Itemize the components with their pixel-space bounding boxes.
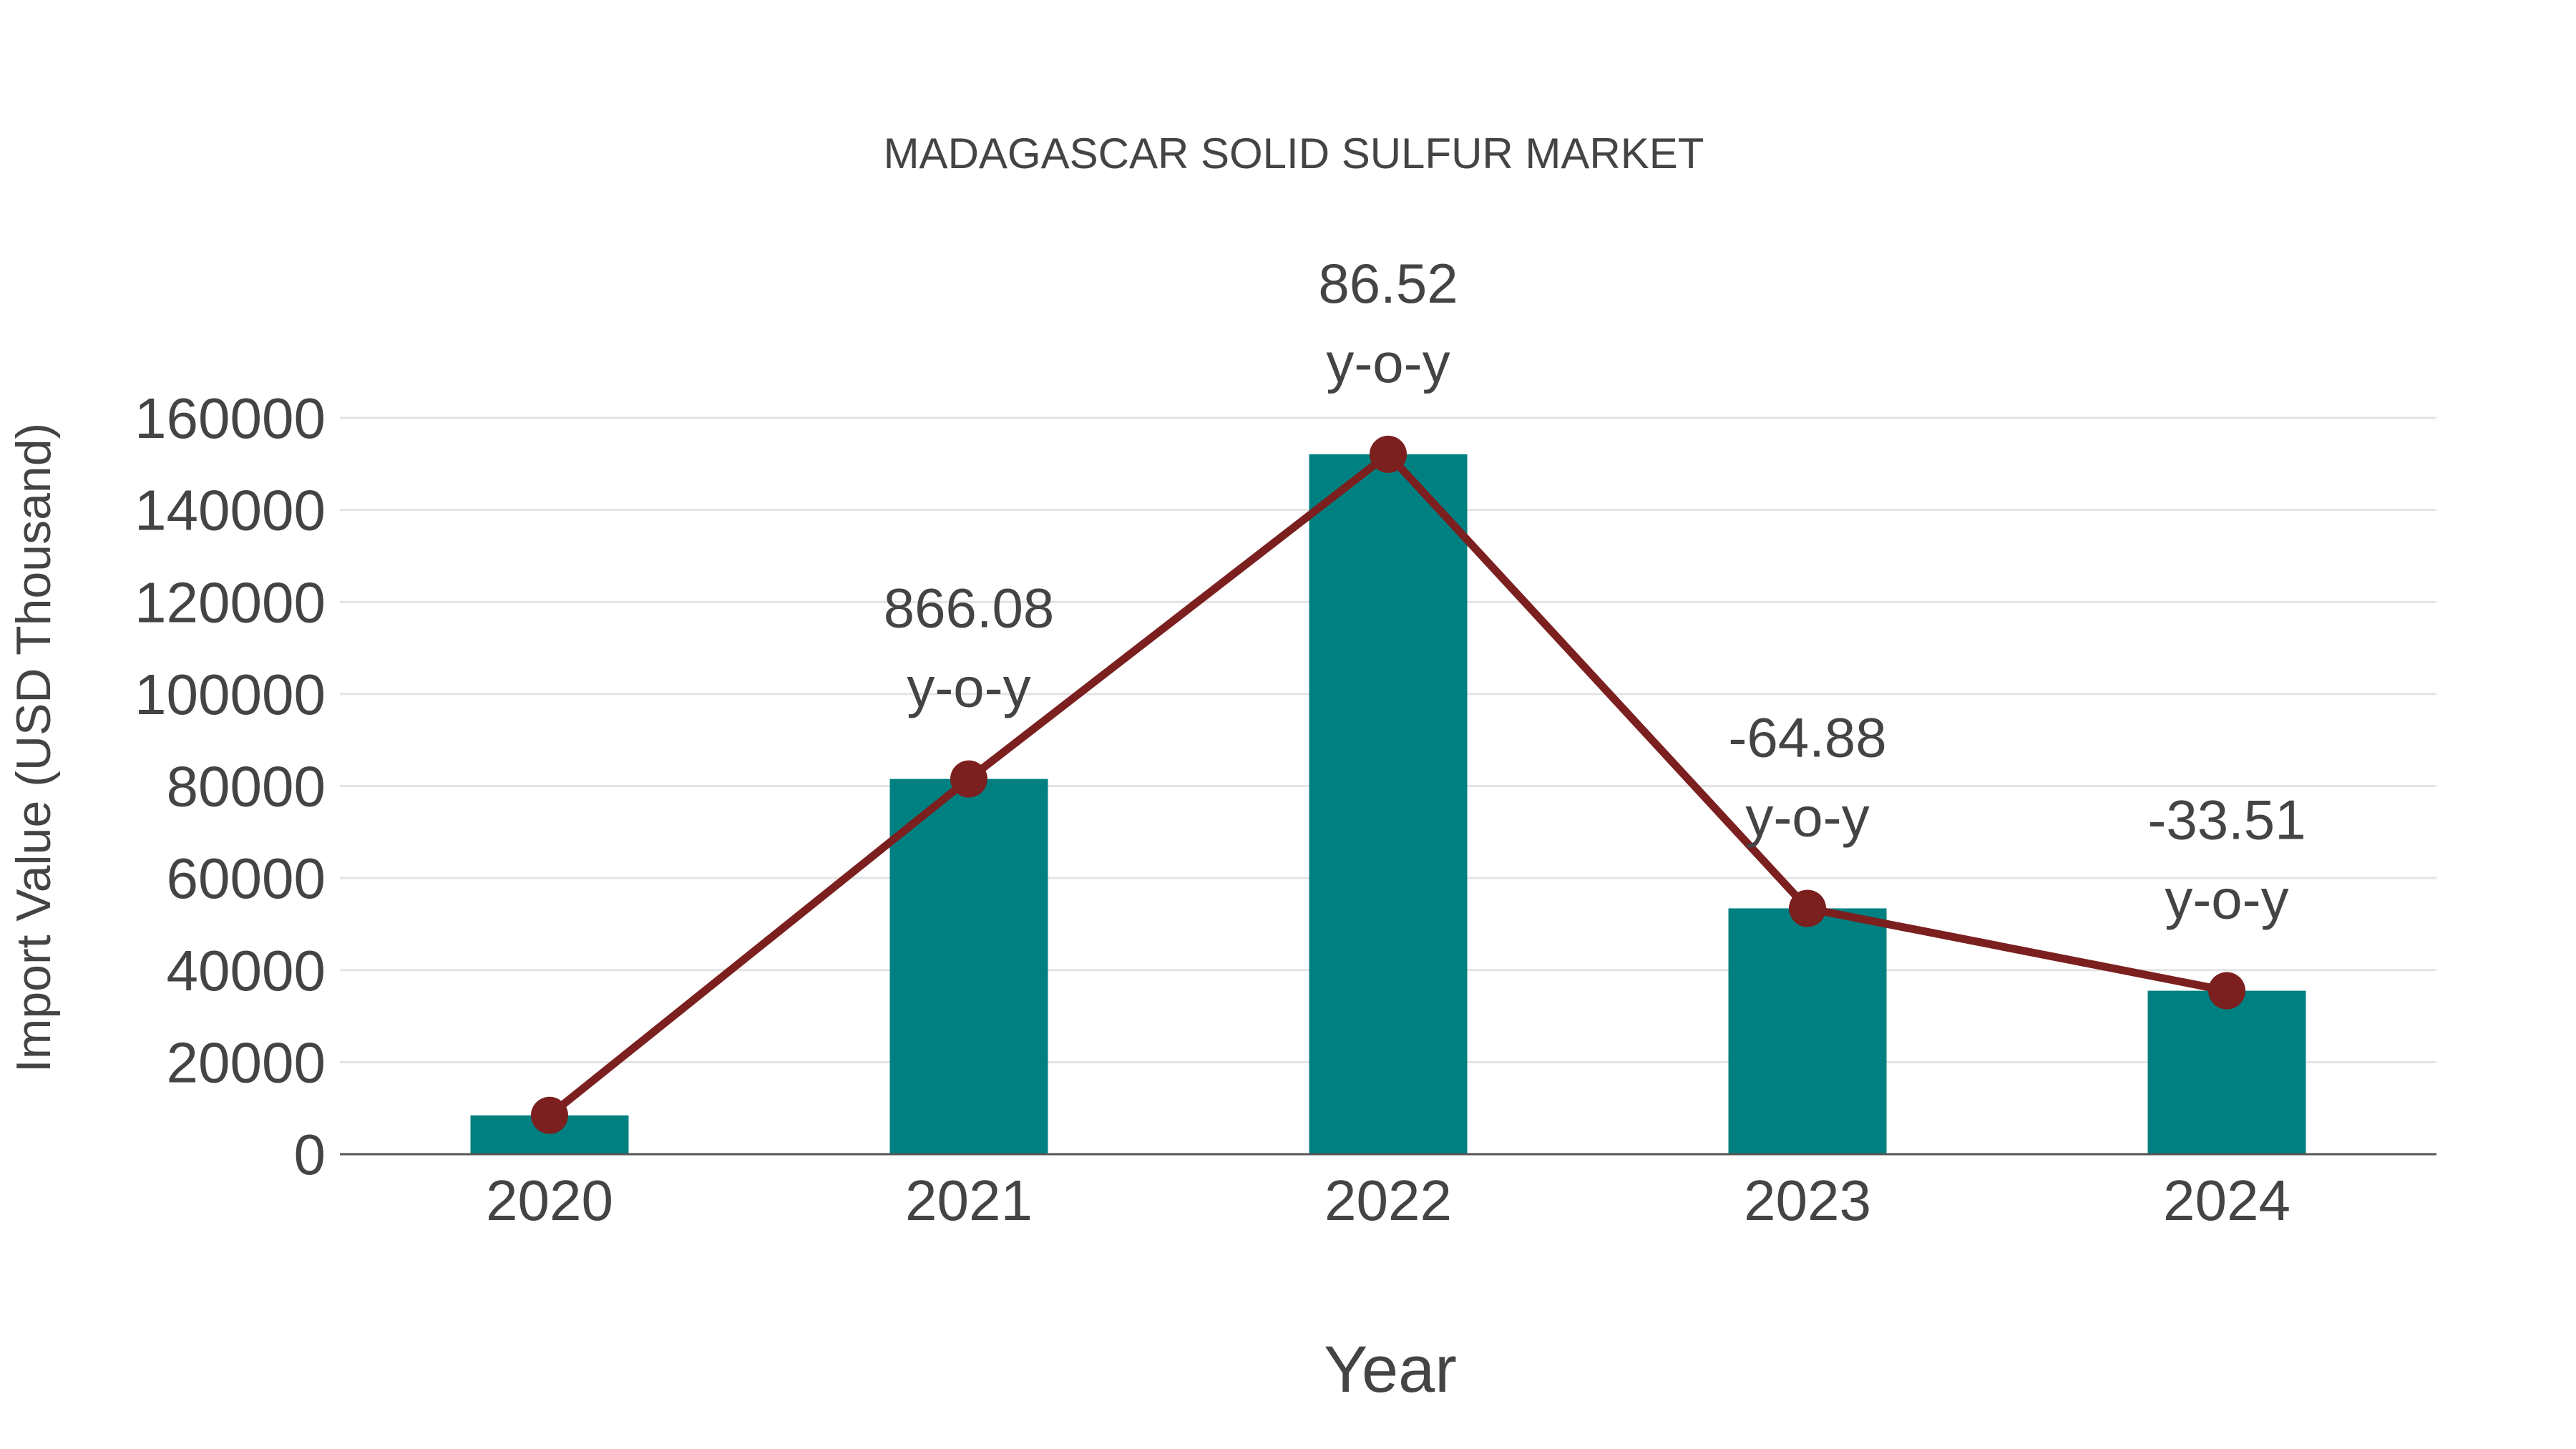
annotation-suffix: y-o-y <box>1326 331 1450 394</box>
trend-point-2022 <box>1370 435 1407 473</box>
annotations: 866.08 y-o-y 86.52 y-o-y -64.88 y-o-y -33.51 y-… <box>884 252 2306 931</box>
y-tick-label: 160000 <box>135 386 326 450</box>
x-tick-label: 2023 <box>1744 1169 1871 1232</box>
y-tick-label: 140000 <box>135 479 326 542</box>
trend-point-2024 <box>2208 972 2245 1010</box>
y-tick-label: 100000 <box>135 663 326 726</box>
trend-point-2023 <box>1789 889 1826 927</box>
bar-2021 <box>889 779 1048 1154</box>
y-tick-labels: 0 20000 40000 60000 80000 100000 120000 140000 1… <box>135 386 326 1186</box>
x-tick-label: 2022 <box>1324 1169 1452 1232</box>
x-tick-label: 2020 <box>486 1169 613 1232</box>
annotation-suffix: y-o-y <box>2165 868 2288 931</box>
annotation-value: 866.08 <box>884 577 1055 640</box>
x-tick-label: 2024 <box>2163 1169 2290 1232</box>
bar-2023 <box>1728 908 1887 1154</box>
y-axis-label: Import Value (USD Thousand) <box>6 423 61 1073</box>
x-axis-label: Year <box>1324 1333 1457 1406</box>
x-tick-labels: 2020 2021 2022 2023 2024 <box>486 1169 2290 1232</box>
chart-title: MADAGASCAR SOLID SULFUR MARKET <box>884 130 1704 177</box>
trend-point-2020 <box>531 1096 568 1134</box>
y-tick-label: 40000 <box>167 939 326 1002</box>
y-tick-label: 80000 <box>167 755 326 819</box>
annotation-value: -64.88 <box>1728 706 1886 769</box>
bar-2024 <box>2147 990 2306 1154</box>
y-tick-label: 20000 <box>167 1030 326 1094</box>
trend-point-2021 <box>950 760 987 798</box>
annotation-suffix: y-o-y <box>907 656 1030 719</box>
y-tick-label: 0 <box>294 1123 326 1186</box>
annotation-value: -33.51 <box>2147 789 2306 852</box>
annotation-suffix: y-o-y <box>1745 785 1869 848</box>
bar-2022 <box>1309 454 1468 1154</box>
y-tick-label: 120000 <box>135 570 326 634</box>
bars <box>470 454 2306 1154</box>
x-tick-label: 2021 <box>905 1169 1033 1232</box>
trend-line <box>531 435 2245 1134</box>
y-tick-label: 60000 <box>167 847 326 910</box>
annotation-value: 86.52 <box>1318 252 1458 315</box>
